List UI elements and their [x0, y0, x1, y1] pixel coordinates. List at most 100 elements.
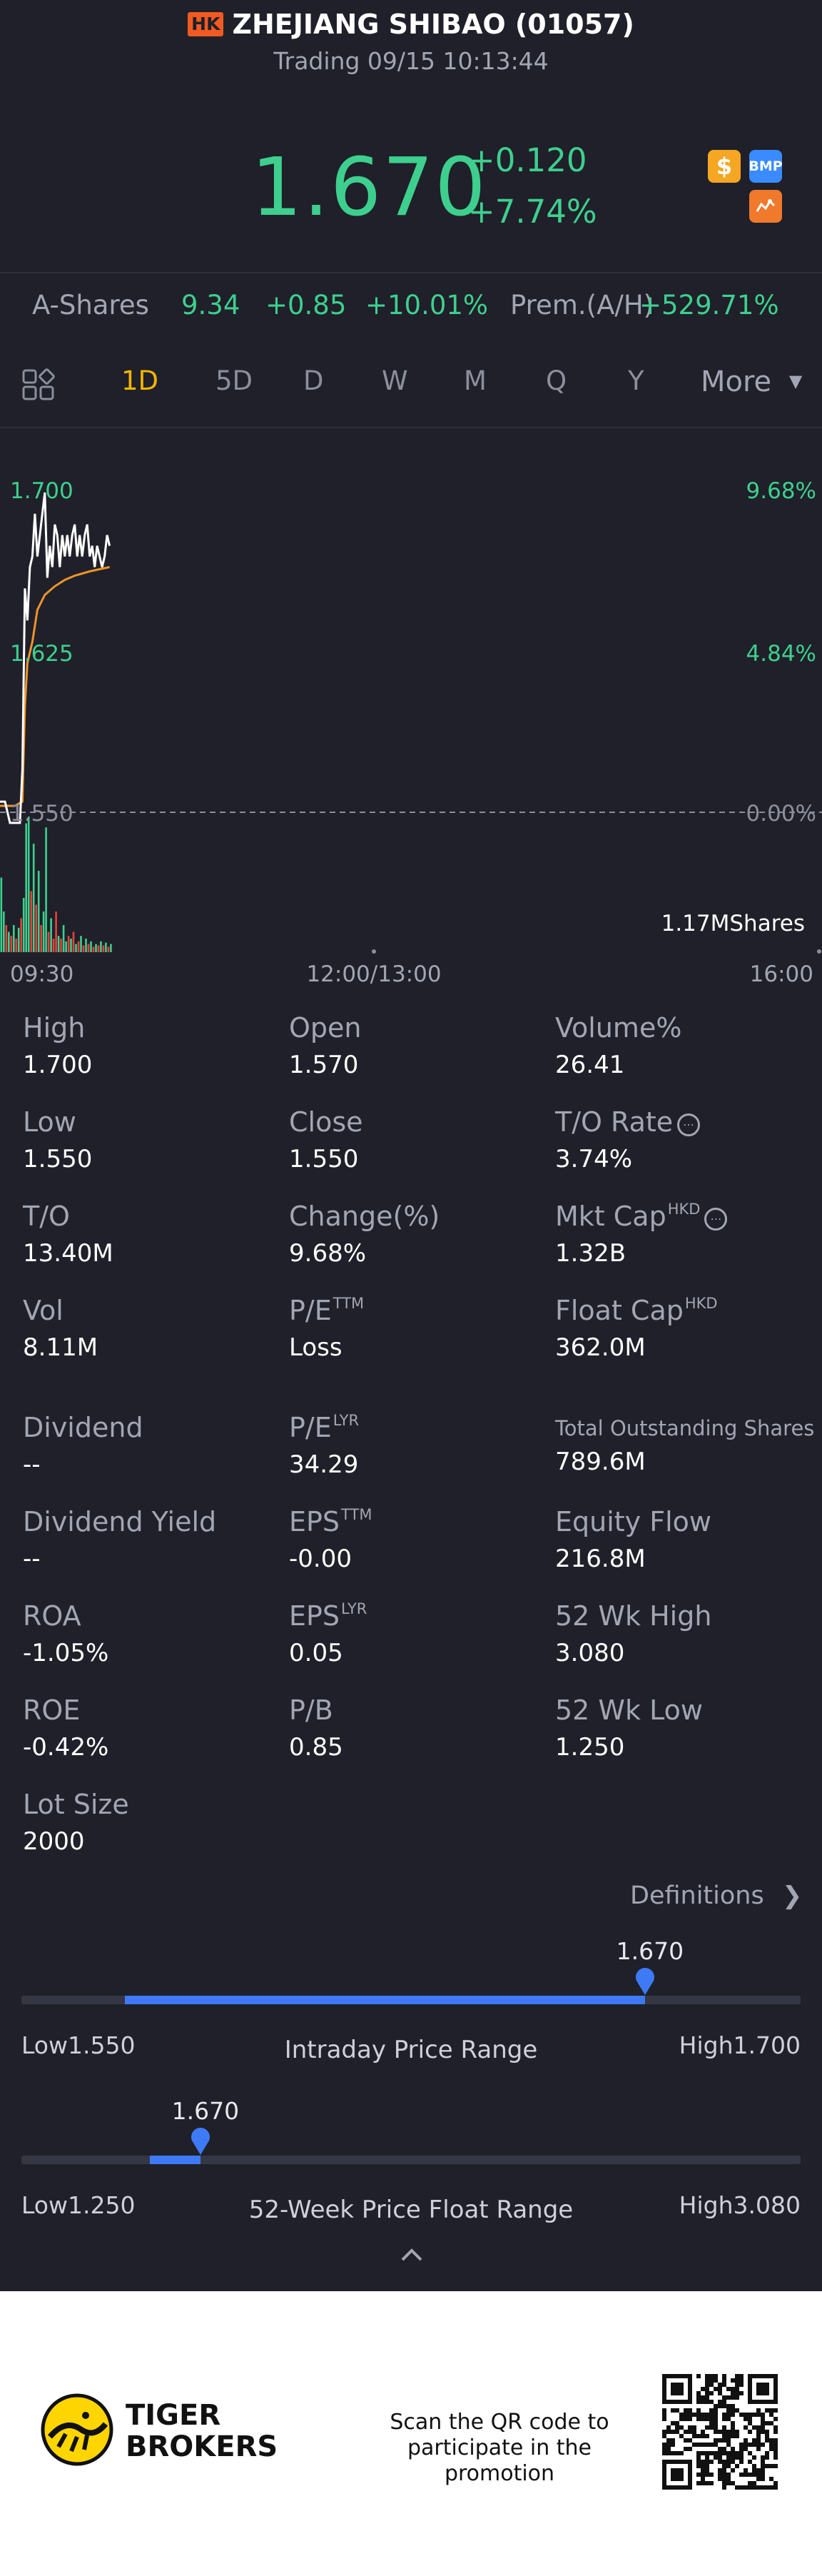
qr-module — [701, 2434, 705, 2438]
candlestick-badge-icon[interactable] — [749, 190, 782, 223]
bmp-badge-icon[interactable]: BMP — [749, 150, 783, 183]
qr-module — [692, 2443, 696, 2447]
qr-module — [726, 2413, 731, 2417]
chevron-up-icon[interactable] — [400, 2246, 424, 2263]
stat-52wk-high-value: 3.080 — [555, 1639, 625, 1667]
qr-module — [671, 2430, 675, 2434]
qr-module — [662, 2443, 666, 2447]
ttm-sup: TTM — [341, 1506, 372, 1523]
qr-module — [773, 2425, 778, 2430]
qr-module — [705, 2481, 709, 2485]
qr-module — [726, 2430, 731, 2434]
a-shares-row[interactable]: A-Shares 9.34 +0.85 +10.01% Prem.(A/H) +… — [0, 290, 822, 327]
qr-module — [701, 2460, 705, 2464]
qr-module — [671, 2451, 675, 2455]
qr-module — [714, 2408, 718, 2413]
qr-module — [705, 2417, 709, 2421]
info-icon[interactable]: ⋯ — [677, 1113, 701, 1136]
qr-module — [756, 2468, 761, 2473]
qr-module — [765, 2485, 769, 2490]
stat-to-rate-label: T/O Rate — [555, 1106, 674, 1138]
qr-module — [756, 2408, 761, 2413]
qr-module — [769, 2464, 773, 2468]
tab-y[interactable]: Y — [628, 365, 644, 396]
stat-equity-flow-value: 216.8M — [555, 1545, 646, 1573]
stat-roa-value: -1.05% — [23, 1639, 109, 1667]
qr-module — [714, 2425, 718, 2430]
qr-module — [735, 2383, 739, 2387]
qr-module — [731, 2395, 735, 2400]
qr-code[interactable] — [662, 2374, 778, 2490]
qr-module — [696, 2413, 701, 2417]
stat-high-label: High — [23, 1012, 86, 1044]
qr-module — [675, 2408, 679, 2413]
tab-w[interactable]: W — [382, 365, 408, 396]
qr-module — [731, 2378, 735, 2383]
qr-module — [709, 2481, 714, 2485]
definitions-link[interactable]: Definitions ❯ — [630, 1882, 802, 1910]
tab-more-label: More — [701, 365, 772, 398]
stat-to-rate-value: 3.74% — [555, 1145, 633, 1173]
volume-bar — [27, 817, 30, 952]
qr-module — [679, 2425, 684, 2430]
stat-roa-label: ROA — [23, 1600, 81, 1632]
qr-module — [696, 2460, 701, 2464]
qr-module — [769, 2413, 773, 2417]
tab-d[interactable]: D — [303, 365, 324, 396]
stat-pe-ttm-label: P/E — [289, 1295, 332, 1326]
qr-module — [696, 2443, 701, 2447]
qr-module — [735, 2485, 739, 2490]
stat-open-label: Open — [289, 1012, 362, 1044]
qr-module — [752, 2481, 756, 2485]
qr-module — [739, 2378, 744, 2383]
qr-module — [735, 2408, 739, 2413]
stat-change-value: 9.68% — [289, 1239, 367, 1268]
qr-module — [744, 2473, 748, 2477]
week52-range-track — [21, 2156, 801, 2164]
qr-module — [722, 2425, 726, 2430]
qr-module — [731, 2421, 735, 2425]
volume-bar — [50, 918, 52, 952]
qr-module — [722, 2464, 726, 2468]
qr-module — [666, 2430, 671, 2434]
qr-module — [705, 2451, 709, 2455]
qr-module — [752, 2425, 756, 2430]
qr-module — [726, 2464, 731, 2468]
qr-module — [756, 2413, 761, 2417]
volume-bar — [92, 946, 95, 952]
qr-module — [744, 2485, 748, 2490]
dollar-badge-icon[interactable]: $ — [708, 150, 741, 183]
x-tick-midday: 12:00/13:00 — [306, 961, 441, 987]
a-shares-change: +0.85 — [265, 290, 347, 320]
qr-module — [722, 2473, 726, 2477]
qr-module — [679, 2451, 684, 2455]
qr-module — [722, 2481, 726, 2485]
volume-bar — [102, 945, 105, 952]
qr-module — [675, 2421, 679, 2425]
chart-layout-icon[interactable] — [21, 368, 56, 404]
qr-module — [705, 2468, 709, 2473]
intraday-chart[interactable]: 1.700 1.625 1.550 9.68% 4.84% 0.00% 1.17… — [0, 457, 822, 999]
tab-m[interactable]: M — [464, 365, 487, 396]
volume-bar — [35, 904, 37, 952]
qr-module — [701, 2413, 705, 2417]
qr-module — [705, 2383, 709, 2387]
qr-module — [684, 2417, 688, 2421]
qr-module — [752, 2468, 756, 2473]
qr-module — [671, 2421, 675, 2425]
tab-1d[interactable]: 1D — [121, 365, 159, 396]
qr-module — [688, 2413, 692, 2417]
stat-mkt-cap: Mkt CapHKD⋯ — [555, 1201, 728, 1232]
stat-pe-ttm: P/ETTM — [289, 1295, 364, 1326]
tab-q[interactable]: Q — [546, 365, 567, 396]
qr-module — [761, 2477, 765, 2481]
qr-module — [731, 2455, 735, 2460]
qr-module — [773, 2443, 778, 2447]
info-icon[interactable]: ⋯ — [704, 1208, 728, 1231]
qr-module — [731, 2391, 735, 2395]
tab-more[interactable]: More ▼ — [701, 365, 802, 398]
volume-bar — [40, 925, 42, 952]
tab-5d[interactable]: 5D — [215, 365, 253, 396]
stat-total-shares-value: 789.6M — [555, 1448, 646, 1476]
stat-pe-lyr: P/ELYR — [289, 1412, 359, 1443]
